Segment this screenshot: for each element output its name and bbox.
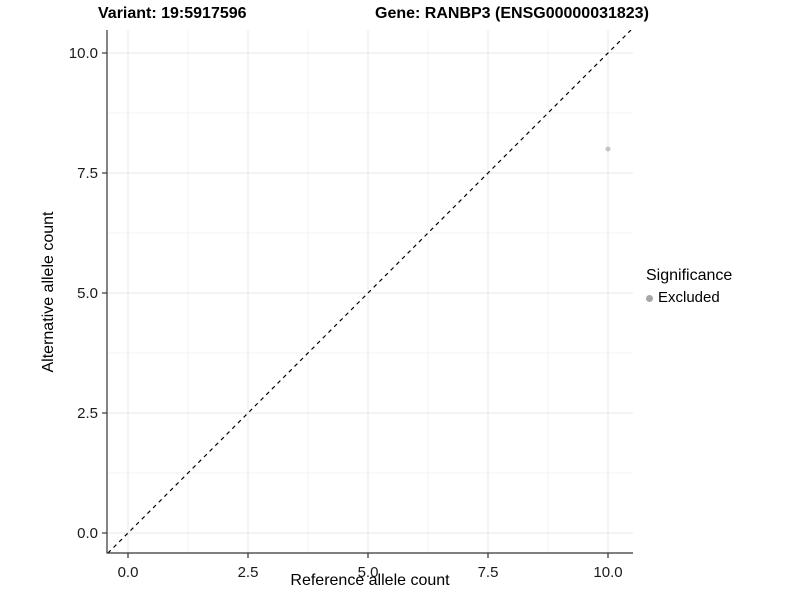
x-axis-title: Reference allele count [290, 572, 450, 589]
legend-entry-excluded: Excluded [646, 289, 732, 307]
y-tick-label: 0.0 [77, 525, 98, 542]
x-tick-label: 5.0 [358, 564, 379, 581]
x-tick-label: 0.0 [118, 564, 139, 581]
x-tick-label: 2.5 [238, 564, 259, 581]
legend-title: Significance [646, 267, 733, 284]
x-tick-label: 7.5 [478, 564, 499, 581]
identity-line [107, 30, 632, 553]
y-axis-title: Alternative allele count [40, 211, 57, 373]
legend: Significance Excluded [646, 266, 732, 307]
legend-entry-label: Excluded [658, 289, 720, 306]
data-point [605, 146, 611, 152]
x-tick-label: 10.0 [593, 564, 622, 581]
y-tick-label: 7.5 [77, 165, 98, 182]
plot-title-variant: Variant: 19:5917596 [98, 5, 247, 22]
y-tick-label: 10.0 [69, 45, 98, 62]
legend-dot-icon [646, 294, 653, 302]
plot-title-gene: Gene: RANBP3 (ENSG00000031823) [375, 5, 649, 22]
y-tick-label: 5.0 [77, 285, 98, 302]
y-tick-label: 2.5 [77, 405, 98, 422]
